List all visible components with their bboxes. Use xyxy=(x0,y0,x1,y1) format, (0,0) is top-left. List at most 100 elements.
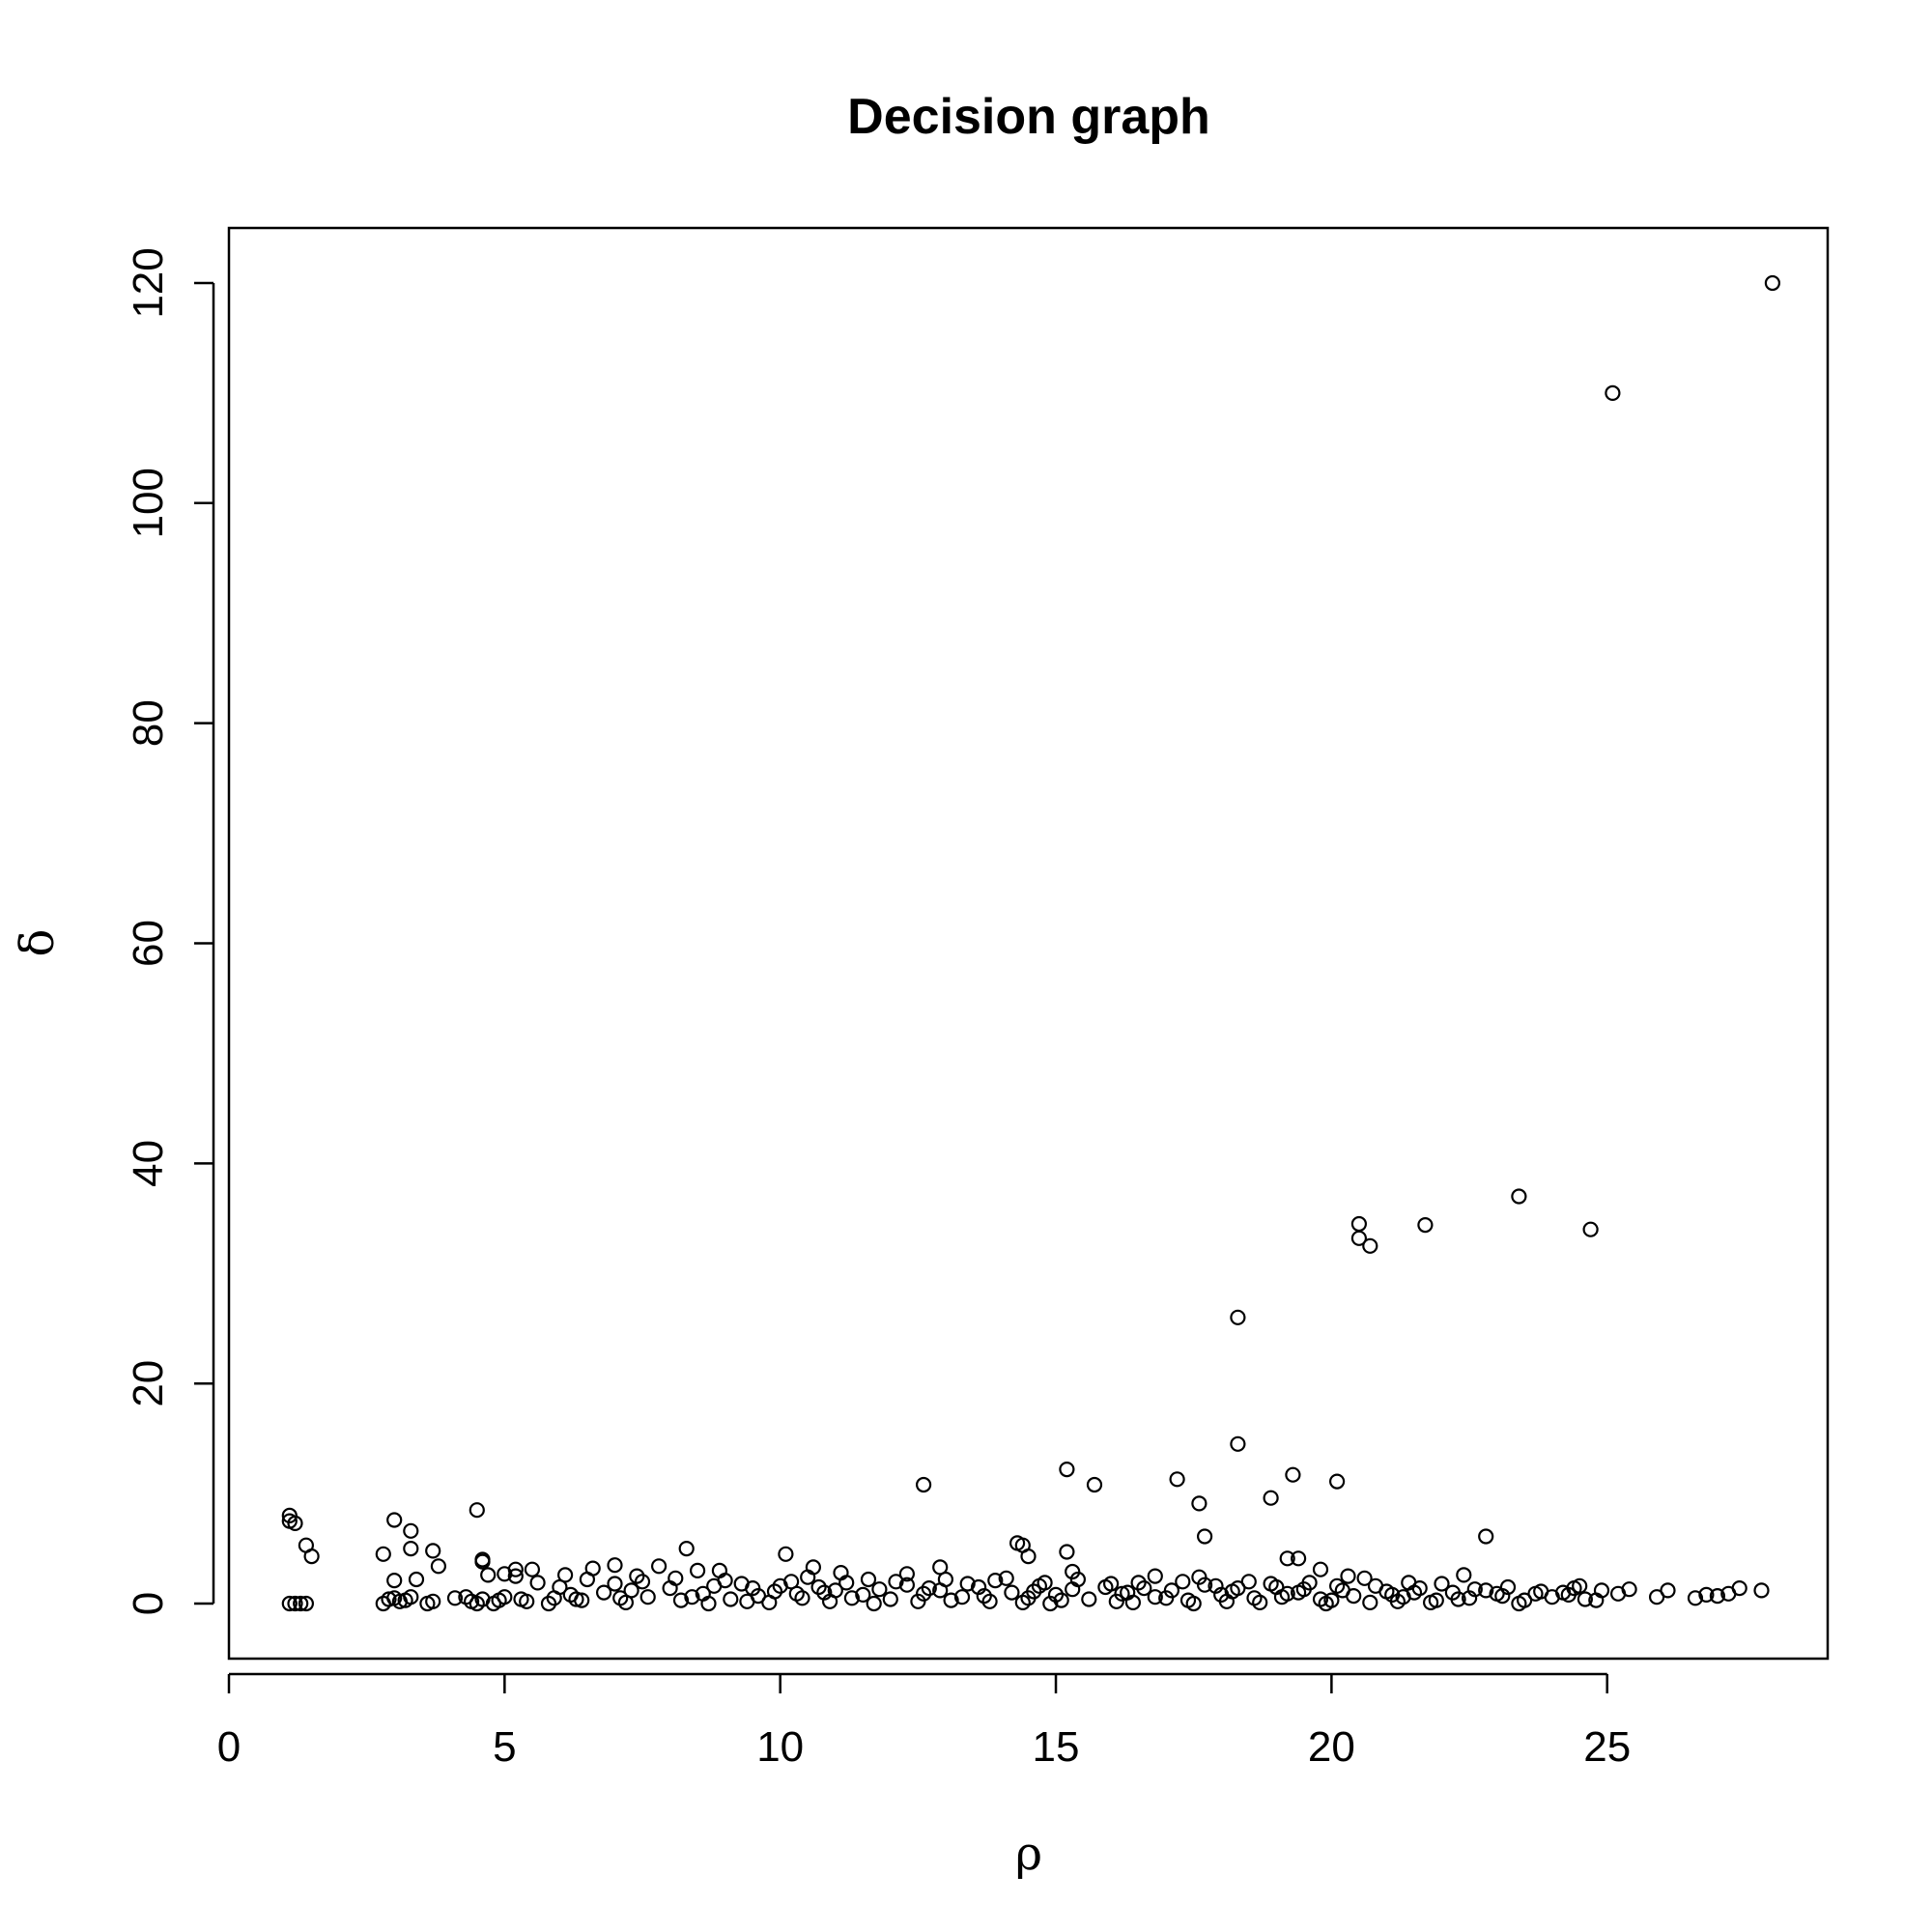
data-point xyxy=(634,1574,651,1590)
data-point xyxy=(446,1590,464,1606)
data-point xyxy=(700,1595,717,1612)
data-point xyxy=(1059,1461,1075,1478)
data-point xyxy=(1037,1575,1053,1591)
data-point xyxy=(540,1595,557,1612)
data-point xyxy=(617,1594,635,1611)
data-point xyxy=(745,1579,761,1597)
data-point xyxy=(1224,1583,1240,1600)
data-point xyxy=(882,1591,898,1607)
data-point xyxy=(298,1595,314,1612)
x-tick-label: 25 xyxy=(1583,1723,1631,1771)
data-point xyxy=(281,1513,298,1529)
data-point xyxy=(607,1576,623,1592)
data-point xyxy=(1191,1495,1208,1512)
data-point xyxy=(1318,1595,1334,1612)
data-point xyxy=(937,1571,954,1588)
data-point xyxy=(910,1593,926,1609)
data-point xyxy=(1533,1583,1549,1600)
data-point xyxy=(668,1570,684,1586)
data-point xyxy=(810,1578,827,1596)
data-point xyxy=(723,1591,739,1607)
data-point xyxy=(998,1570,1014,1586)
data-point xyxy=(579,1571,596,1588)
x-tick-label: 10 xyxy=(756,1723,804,1771)
data-point xyxy=(739,1593,755,1609)
data-point xyxy=(524,1561,541,1577)
data-point xyxy=(1069,1571,1087,1588)
data-point xyxy=(1102,1576,1120,1592)
data-point xyxy=(425,1593,441,1609)
x-axis: 0 5 10 15 20 25 xyxy=(217,1672,1631,1771)
data-point xyxy=(1004,1584,1020,1601)
data-point xyxy=(1053,1592,1069,1608)
data-point xyxy=(1328,1473,1346,1490)
data-point xyxy=(689,1562,706,1579)
data-point xyxy=(480,1567,497,1583)
data-point xyxy=(1698,1586,1715,1604)
data-point xyxy=(1185,1595,1202,1612)
data-point xyxy=(552,1578,568,1596)
data-point xyxy=(386,1512,403,1528)
data-point xyxy=(1582,1221,1599,1237)
data-point xyxy=(1065,1563,1081,1580)
data-point xyxy=(843,1590,861,1606)
y-axis: 0 20 40 60 80 100 120 xyxy=(125,247,215,1615)
data-point xyxy=(529,1575,546,1591)
data-point xyxy=(474,1553,491,1570)
data-point xyxy=(1687,1590,1704,1606)
data-point xyxy=(497,1566,513,1582)
data-point xyxy=(403,1522,419,1539)
data-point xyxy=(827,1582,843,1599)
data-point xyxy=(1196,1577,1213,1593)
data-point xyxy=(1350,1230,1368,1246)
data-point xyxy=(497,1589,513,1605)
x-tick-label: 0 xyxy=(217,1723,241,1771)
data-point xyxy=(1252,1594,1268,1611)
data-point xyxy=(1273,1589,1291,1605)
data-point xyxy=(1042,1595,1059,1612)
data-point xyxy=(1434,1576,1450,1592)
data-point xyxy=(1450,1591,1466,1607)
data-point xyxy=(1566,1579,1582,1597)
data-point xyxy=(1764,274,1781,292)
data-point xyxy=(981,1593,998,1609)
y-tick-label: 40 xyxy=(125,1140,172,1187)
data-point xyxy=(408,1571,425,1588)
data-point xyxy=(772,1577,788,1594)
data-point xyxy=(287,1595,303,1612)
data-point xyxy=(281,1507,298,1524)
y-tick-label: 60 xyxy=(125,920,172,967)
data-point xyxy=(898,1566,916,1582)
data-point xyxy=(1350,1215,1368,1233)
data-point xyxy=(1240,1574,1257,1590)
data-point xyxy=(403,1589,419,1605)
chart-title: Decision graph xyxy=(847,89,1210,145)
data-point xyxy=(1334,1582,1350,1599)
data-point xyxy=(1169,1471,1185,1488)
y-axis-label: δ xyxy=(11,929,65,957)
data-point xyxy=(595,1584,612,1601)
data-point xyxy=(959,1576,976,1592)
data-point xyxy=(1709,1587,1726,1605)
x-axis-label: ρ xyxy=(1015,1827,1042,1881)
y-tick-label: 0 xyxy=(125,1592,172,1615)
data-point xyxy=(381,1591,397,1607)
data-point xyxy=(1478,1582,1494,1599)
data-point xyxy=(386,1572,403,1589)
data-point xyxy=(921,1579,937,1597)
data-point xyxy=(1340,1568,1356,1584)
data-point xyxy=(866,1595,882,1612)
data-point xyxy=(1367,1577,1384,1594)
data-point xyxy=(1290,1584,1307,1601)
data-point xyxy=(1086,1476,1103,1493)
data-point xyxy=(1059,1544,1075,1560)
data-point xyxy=(1384,1586,1401,1604)
data-point xyxy=(1026,1583,1042,1600)
data-point xyxy=(717,1572,733,1589)
data-points xyxy=(281,274,1781,1612)
data-point xyxy=(1511,1188,1527,1205)
data-point xyxy=(375,1546,391,1562)
data-point xyxy=(1081,1591,1097,1607)
data-point xyxy=(574,1592,590,1608)
data-point xyxy=(1362,1594,1378,1611)
